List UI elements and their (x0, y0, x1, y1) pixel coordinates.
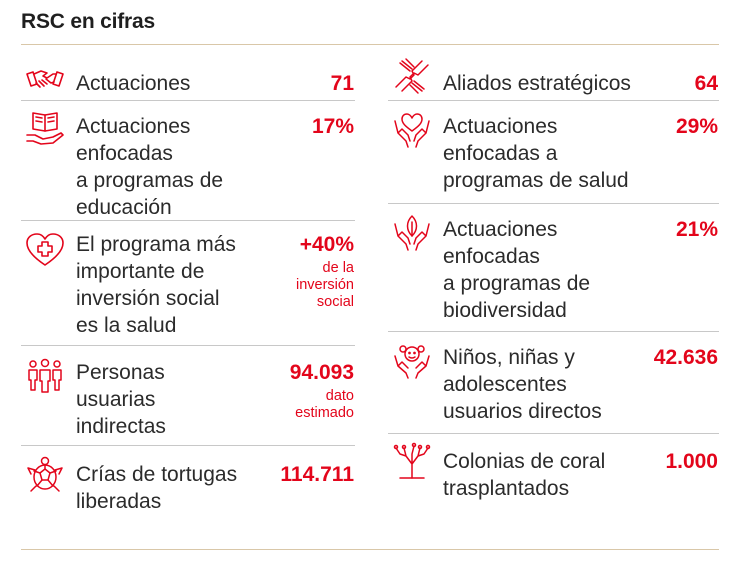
leaf-hands-icon (392, 214, 432, 252)
right-column: Aliados estratégicos 64 Actuaciones enfo… (388, 45, 719, 504)
stat-value: 71 (330, 72, 354, 95)
stat-label: Actuaciones (76, 72, 191, 95)
hands-joined-icon (392, 57, 432, 95)
stat-label: Colonias de coral trasplantados (443, 450, 606, 500)
stat-value: 29% (675, 115, 718, 138)
stat-value: 1.000 (665, 450, 718, 473)
stat-label: Crías de tortugas liberadas (76, 463, 238, 513)
handshake-icon (25, 62, 65, 100)
heart-cross-icon (25, 231, 65, 269)
people-group-icon (25, 358, 65, 396)
stat-item: Niños, niñas y adolescentes usuarios dir… (388, 332, 719, 434)
coral-icon (392, 442, 432, 480)
stat-item: El programa más importante de inversión … (21, 221, 355, 346)
stat-value: +40% (299, 233, 354, 256)
bottom-divider (21, 549, 719, 550)
stat-value: 42.636 (653, 346, 718, 369)
stat-item: Actuaciones enfocadas a programas de sal… (388, 101, 719, 204)
stat-item: Personas usuarias indirectas 94.093 dato… (21, 346, 355, 446)
stat-item: Actuaciones enfocadas a programas de edu… (21, 101, 355, 221)
turtle-icon (25, 456, 65, 494)
stat-label: Niños, niñas y adolescentes usuarios dir… (443, 346, 602, 423)
book-hand-icon (25, 109, 65, 147)
stat-item: Colonias de coral trasplantados 1.000 (388, 434, 719, 504)
stat-label: Aliados estratégicos (443, 72, 631, 95)
stat-item: Actuaciones enfocadas a programas de bio… (388, 204, 719, 332)
stat-item: Aliados estratégicos 64 (388, 45, 719, 101)
stat-value: 17% (311, 115, 354, 138)
stat-note: de la inversión social (295, 260, 354, 310)
stat-value: 114.711 (280, 463, 354, 486)
stat-value: 21% (675, 218, 718, 241)
stat-item: Crías de tortugas liberadas 114.711 (21, 446, 355, 516)
heart-hands-icon (392, 111, 432, 149)
stat-value: 64 (694, 72, 718, 95)
child-hands-icon (392, 342, 432, 380)
stat-label: Actuaciones enfocadas a programas de bio… (443, 218, 591, 322)
stat-item: Actuaciones 71 (21, 45, 355, 101)
stat-label: Personas usuarias indirectas (76, 361, 166, 438)
stat-label: Actuaciones enfocadas a programas de sal… (443, 115, 629, 192)
stat-label: El programa más importante de inversión … (76, 233, 236, 337)
stat-note: dato estimado (295, 388, 354, 421)
stat-value: 94.093 (289, 361, 354, 384)
stat-label: Actuaciones enfocadas a programas de edu… (76, 115, 224, 219)
page-title: RSC en cifras (21, 10, 155, 33)
top-divider (21, 44, 719, 45)
left-column: Actuaciones 71 Actuaciones enfocadas a p… (21, 45, 355, 516)
